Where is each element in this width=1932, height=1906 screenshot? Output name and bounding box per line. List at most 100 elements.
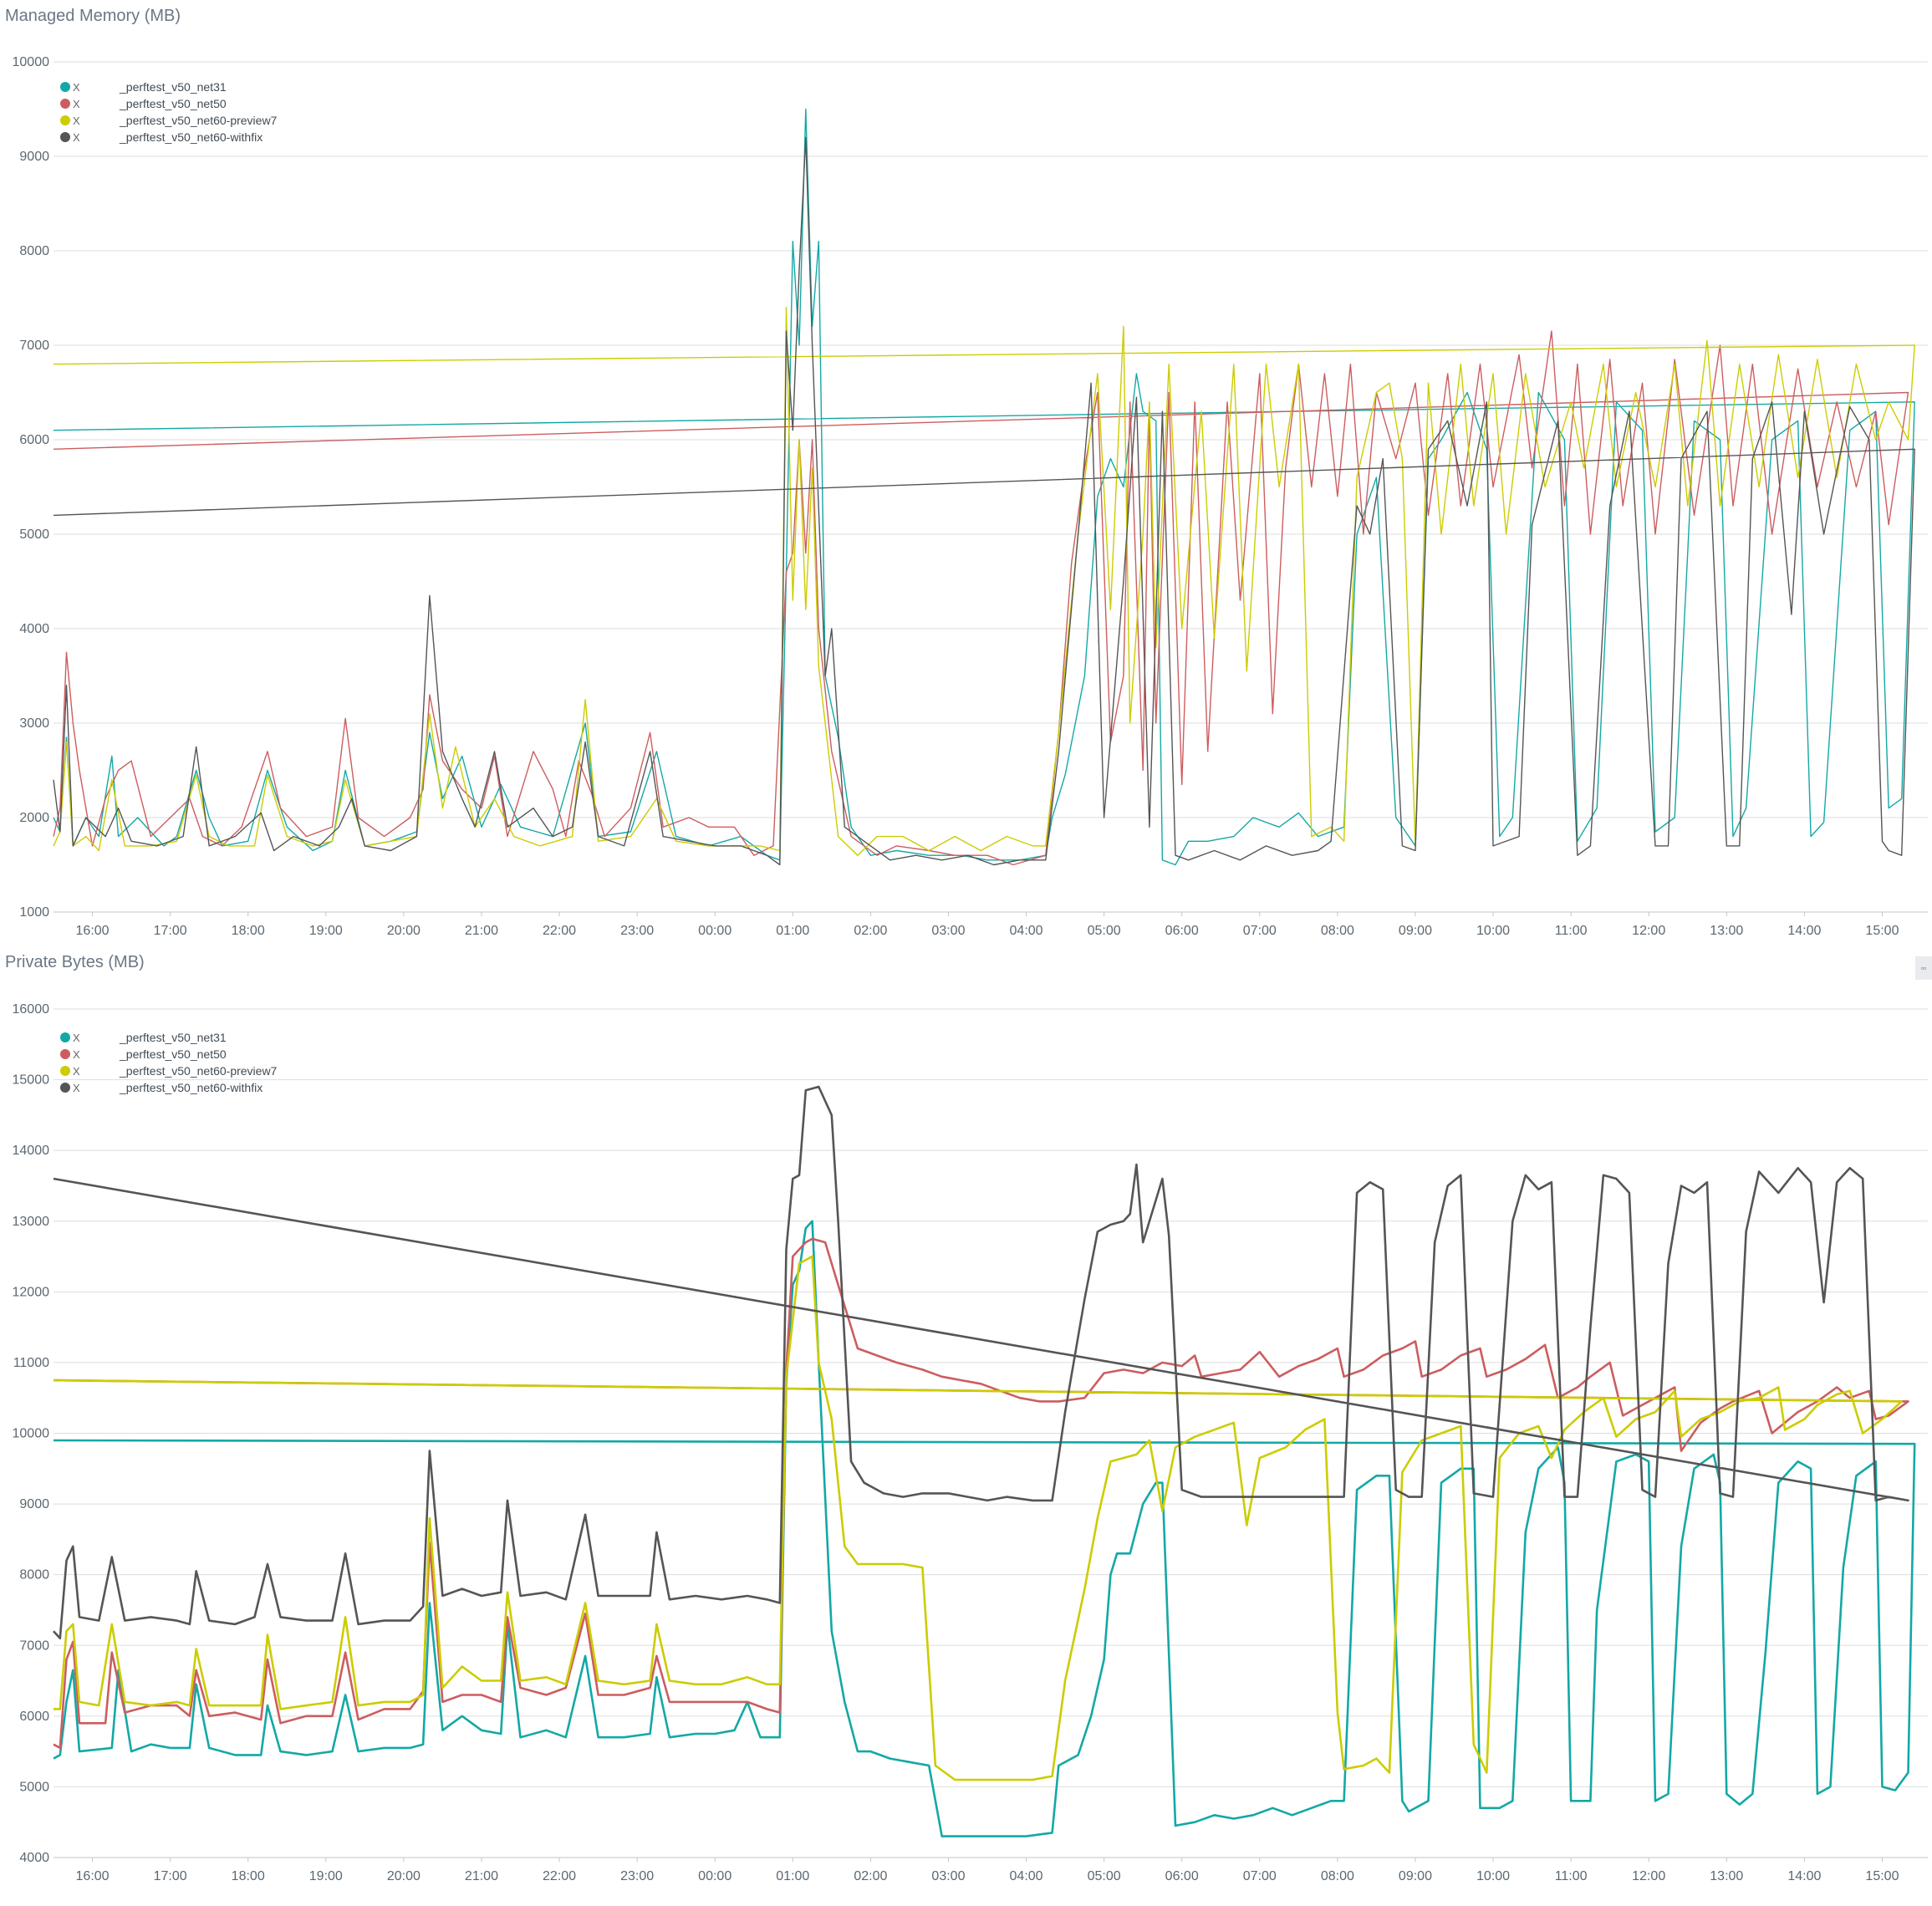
legend-x-icon[interactable]: X bbox=[73, 1047, 80, 1061]
private-bytes-chart: 4000 5000 6000 7000 8000 9000 10000 11000 12000 1… bbox=[13, 1002, 1928, 1883]
x-tick-label: 03:00 bbox=[931, 1869, 965, 1883]
legend-x-icon[interactable]: X bbox=[73, 1081, 80, 1094]
y-tick-label: 6000 bbox=[19, 433, 49, 447]
y-tick-label: 9000 bbox=[19, 150, 49, 164]
x-tick-label: 09:00 bbox=[1399, 1869, 1432, 1883]
private-bytes-legend: X _perftest_v50_net31 X _perftest_v50_ne… bbox=[60, 1029, 277, 1096]
y-tick-label: 13000 bbox=[13, 1215, 50, 1229]
legend-item-withfix[interactable]: X _perftest_v50_net60-withfix bbox=[60, 129, 277, 145]
x-tick-label: 15:00 bbox=[1865, 924, 1899, 938]
y-tick-label: 5000 bbox=[19, 527, 49, 542]
legend-dot-icon bbox=[60, 1049, 70, 1059]
x-tick-label: 23:00 bbox=[620, 924, 654, 938]
series-line-withfix[interactable] bbox=[53, 1085, 1909, 1640]
x-tick-label: 07:00 bbox=[1243, 924, 1277, 938]
x-tick-label: 03:00 bbox=[931, 924, 965, 938]
legend-item-net31[interactable]: X _perftest_v50_net31 bbox=[60, 1029, 277, 1046]
legend-label: _perftest_v50_net60-withfix bbox=[120, 130, 263, 144]
legend-x-icon[interactable]: X bbox=[73, 130, 80, 144]
legend-dot-icon bbox=[60, 82, 70, 92]
x-tick-label: 05:00 bbox=[1088, 1869, 1121, 1883]
x-tick-label: 02:00 bbox=[854, 1869, 887, 1883]
legend-item-net50[interactable]: X _perftest_v50_net50 bbox=[60, 95, 277, 112]
x-tick-label: 16:00 bbox=[76, 924, 110, 938]
x-tick-label: 10:00 bbox=[1476, 1869, 1510, 1883]
managed-memory-panel: 1000 2000 3000 4000 5000 6000 7000 8000 9000 1000… bbox=[0, 0, 1932, 946]
x-tick-label: 08:00 bbox=[1321, 924, 1354, 938]
legend-x-icon[interactable]: X bbox=[73, 1031, 80, 1044]
legend-x-icon[interactable]: X bbox=[73, 97, 80, 110]
y-tick-label: 10000 bbox=[13, 55, 50, 69]
y-tick-label: 7000 bbox=[19, 1638, 49, 1653]
legend-item-preview7[interactable]: X _perftest_v50_net60-preview7 bbox=[60, 1063, 277, 1079]
gridlines bbox=[54, 1008, 1928, 1858]
legend-label: _perftest_v50_net31 bbox=[120, 1031, 227, 1044]
legend-label: _perftest_v50_net50 bbox=[120, 97, 227, 110]
series-line-withfix[interactable] bbox=[53, 136, 1915, 866]
x-tick-label: 21:00 bbox=[465, 924, 498, 938]
y-tick-label: 12000 bbox=[13, 1285, 50, 1299]
x-tick-label: 22:00 bbox=[543, 1869, 576, 1883]
x-tick-label: 19:00 bbox=[309, 1869, 343, 1883]
x-tick-label: 18:00 bbox=[232, 924, 265, 938]
legend-label: _perftest_v50_net60-preview7 bbox=[120, 1064, 278, 1078]
x-tick-label: 20:00 bbox=[387, 1869, 421, 1883]
managed-memory-chart: 1000 2000 3000 4000 5000 6000 7000 8000 9000 1000… bbox=[13, 55, 1928, 938]
series-line-preview7[interactable] bbox=[53, 1255, 1903, 1781]
x-tick-label: 15:00 bbox=[1865, 1869, 1899, 1883]
legend-item-net50[interactable]: X _perftest_v50_net50 bbox=[60, 1046, 277, 1063]
x-tick-label: 22:00 bbox=[543, 924, 576, 938]
y-tick-label: 4000 bbox=[19, 1851, 49, 1865]
x-tick-label: 12:00 bbox=[1632, 924, 1665, 938]
legend-label: _perftest_v50_net60-withfix bbox=[120, 1081, 263, 1094]
legend-item-withfix[interactable]: X _perftest_v50_net60-withfix bbox=[60, 1079, 277, 1096]
legend-dot-icon bbox=[60, 1083, 70, 1093]
x-tick-label: 14:00 bbox=[1787, 1869, 1821, 1883]
x-tick-label: 11:00 bbox=[1555, 1869, 1588, 1883]
legend-x-icon[interactable]: X bbox=[73, 80, 80, 94]
y-tick-label: 4000 bbox=[19, 622, 49, 636]
private-bytes-panel: 4000 5000 6000 7000 8000 9000 10000 11000 12000 1… bbox=[0, 946, 1932, 1906]
x-tick-label: 01:00 bbox=[776, 1869, 809, 1883]
y-tick-label: 8000 bbox=[19, 1568, 49, 1582]
legend-x-icon[interactable]: X bbox=[73, 1064, 80, 1078]
y-tick-label: 2000 bbox=[19, 811, 49, 825]
x-tick-label: 17:00 bbox=[154, 924, 187, 938]
x-tick-label: 13:00 bbox=[1710, 924, 1743, 938]
x-tick-label: 04:00 bbox=[1010, 1869, 1043, 1883]
series-line-preview7[interactable] bbox=[53, 307, 1915, 856]
series-line-net50[interactable] bbox=[53, 1237, 1909, 1750]
series-line-net31[interactable] bbox=[53, 108, 1915, 866]
legend-label: _perftest_v50_net50 bbox=[120, 1047, 227, 1061]
legend-item-net31[interactable]: X _perftest_v50_net31 bbox=[60, 79, 277, 95]
legend-x-icon[interactable]: X bbox=[73, 114, 80, 127]
y-tick-label: 16000 bbox=[13, 1002, 50, 1017]
series-line-net50[interactable] bbox=[53, 330, 1909, 866]
x-tick-label: 01:00 bbox=[776, 924, 809, 938]
x-tick-label: 00:00 bbox=[698, 924, 732, 938]
x-tick-label: 18:00 bbox=[232, 1869, 265, 1883]
x-tick-label: 12:00 bbox=[1632, 1869, 1665, 1883]
y-tick-label: 1000 bbox=[19, 905, 49, 920]
panel-toggle-icon[interactable]: ▫▫ bbox=[1915, 956, 1932, 980]
legend-item-preview7[interactable]: X _perftest_v50_net60-preview7 bbox=[60, 112, 277, 129]
managed-memory-title: Managed Memory (MB) bbox=[5, 7, 181, 25]
x-tick-label: 06:00 bbox=[1165, 1869, 1199, 1883]
x-tick-label: 10:00 bbox=[1476, 924, 1510, 938]
legend-dot-icon bbox=[60, 115, 70, 125]
x-tick-label: 09:00 bbox=[1399, 924, 1432, 938]
legend-label: _perftest_v50_net31 bbox=[120, 80, 227, 94]
series-line-net31[interactable] bbox=[53, 1220, 1916, 1837]
x-tick-label: 19:00 bbox=[309, 924, 343, 938]
y-tick-label: 9000 bbox=[19, 1497, 49, 1511]
x-tick-label: 05:00 bbox=[1088, 924, 1121, 938]
x-tick-label: 23:00 bbox=[620, 1869, 654, 1883]
x-tick-label: 14:00 bbox=[1787, 924, 1821, 938]
legend-dot-icon bbox=[60, 1066, 70, 1076]
y-tick-label: 11000 bbox=[13, 1356, 49, 1370]
x-tick-label: 21:00 bbox=[465, 1869, 498, 1883]
x-tick-label: 16:00 bbox=[76, 1869, 110, 1883]
legend-dot-icon bbox=[60, 132, 70, 142]
x-tick-label: 13:00 bbox=[1710, 1869, 1743, 1883]
private-bytes-title: Private Bytes (MB) bbox=[5, 953, 145, 971]
